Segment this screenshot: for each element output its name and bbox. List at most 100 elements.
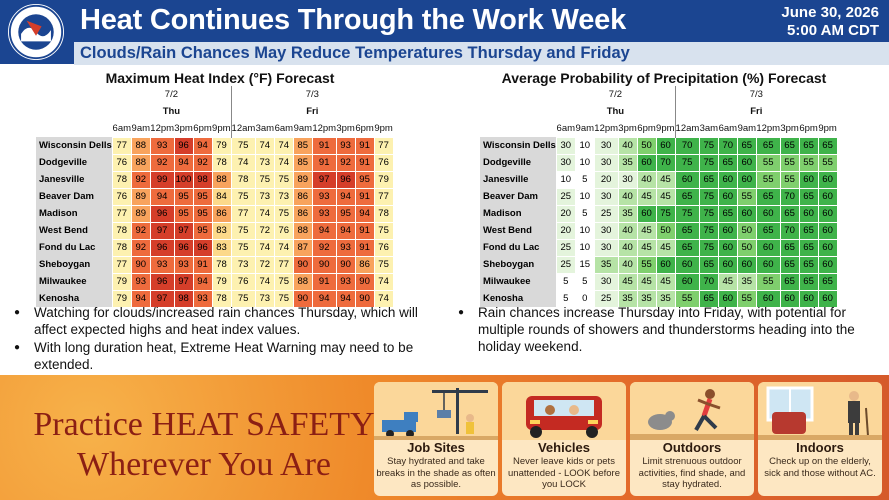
value-cell: 83 <box>211 238 232 257</box>
value-cell: 75 <box>373 221 394 240</box>
table-row: Madison 20 5 25 35 60 75 75 75 65 60 60 65 60 60 <box>480 204 838 223</box>
card-job-sites: Job Sites Stay hydrated and take breaks … <box>374 382 498 496</box>
nws-logo-icon <box>8 4 64 60</box>
value-cell: 85 <box>292 136 313 155</box>
value-cell: 60 <box>736 170 757 189</box>
value-cell: 65 <box>755 187 781 206</box>
value-cell: 5 <box>574 272 595 291</box>
issue-datetime: June 30, 2026 5:00 AM CDT <box>781 4 879 40</box>
value-cell: 77 <box>230 204 256 223</box>
corner-cell <box>480 103 556 120</box>
value-cell: 91 <box>354 238 375 257</box>
day-date-header: 7/3 <box>674 86 838 103</box>
value-cell: 91 <box>354 221 375 240</box>
card-vehicles: Vehicles Never leave kids or pets unatte… <box>502 382 626 496</box>
time-header: 9pm <box>818 122 837 134</box>
value-cell: 75 <box>230 238 256 257</box>
value-cell: 95 <box>173 187 194 206</box>
value-cell: 78 <box>211 289 232 308</box>
value-cell: 75 <box>230 136 256 155</box>
value-cell: 75 <box>230 221 256 240</box>
value-cell: 60 <box>817 238 838 257</box>
time-header: 3pm <box>780 122 799 134</box>
card-title: Indoors <box>796 440 844 455</box>
value-cell: 88 <box>211 170 232 189</box>
value-cell: 87 <box>292 238 313 257</box>
value-cell: 75 <box>674 153 700 172</box>
left-bullets: Watching for clouds/increased rain chanc… <box>12 304 442 374</box>
value-cell: 25 <box>555 255 576 274</box>
card-description: Check up on the elderly, sick and those … <box>764 456 876 479</box>
value-cell: 75 <box>230 187 256 206</box>
value-cell: 79 <box>211 136 232 155</box>
value-cell: 72 <box>254 255 275 274</box>
value-cell: 88 <box>292 272 313 291</box>
value-cell: 94 <box>335 187 356 206</box>
value-cell: 40 <box>617 187 638 206</box>
value-cell: 73 <box>254 153 275 172</box>
value-cell: 5 <box>555 272 576 291</box>
value-cell: 10 <box>574 153 595 172</box>
value-cell: 40 <box>617 221 638 240</box>
value-cell: 60 <box>636 204 657 223</box>
value-cell: 97 <box>173 221 194 240</box>
value-cell: 97 <box>149 289 175 308</box>
location-label: Milwaukee <box>480 273 557 290</box>
value-cell: 65 <box>779 136 800 155</box>
value-cell: 60 <box>755 238 781 257</box>
value-cell: 92 <box>335 153 356 172</box>
value-cell: 0 <box>574 289 595 308</box>
heat-index-table: 7/2 7/3 Thu Fri 6am 9am 12pm 3pm 6pm 9pm 12am 3am 6a… <box>36 86 394 308</box>
location-label: Beaver Dam <box>480 188 557 205</box>
value-cell: 55 <box>755 170 781 189</box>
value-cell: 60 <box>717 187 738 206</box>
value-cell: 95 <box>335 204 356 223</box>
value-cell: 95 <box>173 204 194 223</box>
value-cell: 30 <box>593 153 619 172</box>
value-cell: 40 <box>617 136 638 155</box>
value-cell: 84 <box>211 187 232 206</box>
value-cell: 30 <box>593 187 619 206</box>
value-cell: 91 <box>354 187 375 206</box>
value-cell: 97 <box>173 272 194 291</box>
value-cell: 75 <box>254 170 275 189</box>
value-cell: 74 <box>254 204 275 223</box>
value-cell: 74 <box>254 238 275 257</box>
value-cell: 96 <box>173 238 194 257</box>
day-name-header: Fri <box>230 103 394 120</box>
value-cell: 86 <box>211 204 232 223</box>
value-cell: 76 <box>373 153 394 172</box>
table-row: Wisconsin Dells 30 10 30 40 50 60 70 75 70 65 65 65 6… <box>480 136 838 155</box>
value-cell: 70 <box>779 221 800 240</box>
construction-site-icon <box>374 382 498 440</box>
value-cell: 92 <box>311 238 337 257</box>
value-cell: 74 <box>373 272 394 291</box>
value-cell: 45 <box>636 272 657 291</box>
location-label: Wisconsin Dells <box>36 137 113 154</box>
day-date-header: 7/2 <box>608 89 623 100</box>
day-name-header: Thu <box>162 106 181 117</box>
value-cell: 60 <box>717 170 738 189</box>
time-header: 12pm <box>312 122 337 134</box>
value-cell: 74 <box>273 238 294 257</box>
value-cell: 78 <box>111 238 132 257</box>
location-label: Wisconsin Dells <box>480 137 557 154</box>
time-header: 6am <box>718 122 738 134</box>
value-cell: 45 <box>717 272 738 291</box>
value-cell: 94 <box>192 272 213 291</box>
value-cell: 25 <box>593 204 619 223</box>
value-cell: 93 <box>335 272 356 291</box>
issue-time: 5:00 AM CDT <box>787 22 879 39</box>
value-cell: 93 <box>311 187 337 206</box>
value-cell: 65 <box>717 204 738 223</box>
location-label: Fond du Lac <box>36 239 113 256</box>
table-row: Fond du Lac 25 10 30 40 45 45 65 75 60 50 60 65 65 60 <box>480 238 838 257</box>
value-cell: 89 <box>130 204 151 223</box>
value-cell: 60 <box>779 289 800 308</box>
value-cell: 75 <box>373 255 394 274</box>
time-header: 9pm <box>656 122 675 134</box>
value-cell: 65 <box>674 187 700 206</box>
table-row: Kenosha 5 0 25 35 35 35 55 65 60 55 60 60 60 60 <box>480 289 838 308</box>
time-header: 6pm <box>799 122 818 134</box>
value-cell: 30 <box>593 238 619 257</box>
